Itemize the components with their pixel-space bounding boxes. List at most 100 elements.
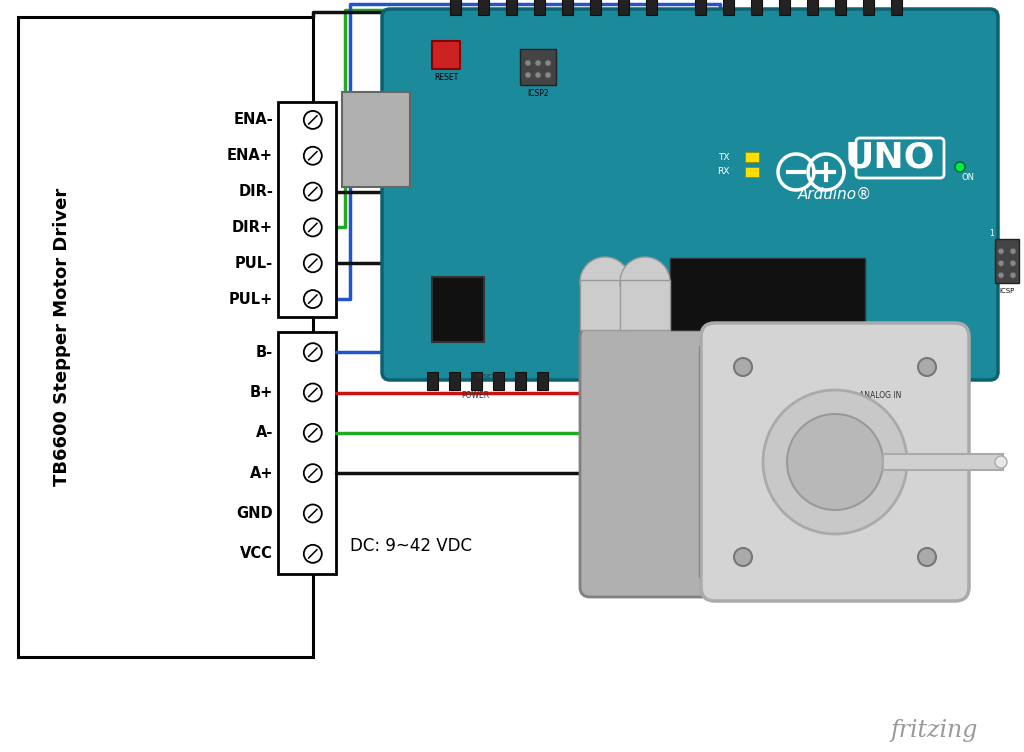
Bar (695, 0, 706, 15)
Circle shape (995, 456, 1007, 468)
Circle shape (955, 162, 965, 172)
Text: Arduino®: Arduino® (798, 186, 872, 202)
Bar (670, 258, 865, 330)
Bar (745, 152, 759, 162)
Bar (537, 372, 548, 390)
Circle shape (918, 358, 936, 376)
Circle shape (525, 72, 531, 78)
Bar (618, 0, 629, 15)
Circle shape (304, 545, 322, 562)
Bar (883, 454, 1002, 470)
Text: RESET: RESET (475, 374, 495, 378)
Circle shape (580, 257, 630, 307)
Circle shape (304, 111, 322, 129)
Circle shape (620, 257, 670, 307)
Text: ICSP: ICSP (999, 288, 1015, 294)
Text: UNO: UNO (845, 140, 935, 174)
Bar (427, 372, 438, 390)
Bar (995, 239, 1019, 284)
Bar (892, 372, 903, 390)
Bar (432, 41, 460, 69)
Text: ON: ON (962, 173, 975, 182)
Bar (779, 0, 790, 15)
Circle shape (304, 254, 322, 272)
Text: B+: B+ (250, 385, 273, 400)
FancyBboxPatch shape (382, 9, 998, 380)
Bar (342, 92, 410, 187)
Text: 1: 1 (989, 229, 994, 238)
Circle shape (1010, 248, 1016, 254)
Text: DC: 9~42 VDC: DC: 9~42 VDC (350, 537, 472, 555)
Bar (780, 372, 791, 390)
Bar (506, 0, 517, 15)
Bar (723, 0, 734, 15)
Text: TX: TX (719, 153, 730, 162)
Text: DIR+: DIR+ (232, 220, 273, 235)
Circle shape (304, 424, 322, 442)
Circle shape (545, 72, 551, 78)
Bar (449, 372, 460, 390)
Circle shape (304, 147, 322, 165)
Bar (808, 372, 819, 390)
Text: ENA+: ENA+ (227, 148, 273, 163)
Text: PUL-: PUL- (234, 256, 273, 271)
Bar (864, 372, 874, 390)
Text: ANALOG IN: ANALOG IN (859, 392, 901, 401)
Circle shape (304, 464, 322, 482)
Circle shape (918, 548, 936, 566)
Bar (278, 332, 336, 574)
Text: ENA-: ENA- (233, 112, 273, 127)
Bar (493, 372, 504, 390)
Circle shape (1010, 260, 1016, 266)
Circle shape (535, 60, 541, 66)
Bar (278, 102, 336, 317)
Circle shape (545, 60, 551, 66)
Bar (836, 372, 847, 390)
Bar (515, 372, 526, 390)
Text: VCC: VCC (240, 547, 273, 561)
Circle shape (734, 548, 752, 566)
Bar (432, 277, 484, 342)
FancyBboxPatch shape (701, 323, 969, 601)
Bar (471, 372, 482, 390)
Text: POWER: POWER (461, 392, 489, 401)
Bar (562, 0, 573, 15)
Bar (18, 17, 313, 657)
Bar (863, 0, 874, 15)
Bar (745, 167, 759, 177)
Circle shape (304, 218, 322, 236)
Bar (891, 0, 902, 15)
Bar (920, 372, 931, 390)
Circle shape (535, 72, 541, 78)
Bar (580, 280, 630, 330)
Text: A-: A- (256, 426, 273, 441)
Bar (520, 49, 556, 85)
FancyBboxPatch shape (580, 327, 745, 597)
Bar (807, 0, 818, 15)
Circle shape (763, 390, 907, 534)
Text: RESET: RESET (434, 72, 458, 81)
Text: GND: GND (237, 506, 273, 521)
Bar (590, 0, 601, 15)
Bar (835, 0, 846, 15)
Text: fritzing: fritzing (891, 718, 978, 741)
Circle shape (998, 272, 1004, 278)
Circle shape (998, 260, 1004, 266)
Text: B-: B- (256, 344, 273, 359)
Text: RX: RX (718, 168, 730, 177)
Bar (751, 0, 762, 15)
Circle shape (304, 183, 322, 201)
Circle shape (304, 384, 322, 402)
Bar (620, 280, 670, 330)
Bar (478, 0, 489, 15)
Circle shape (304, 290, 322, 308)
Circle shape (304, 343, 322, 361)
Circle shape (787, 414, 883, 510)
Text: A+: A+ (250, 465, 273, 481)
Text: PUL+: PUL+ (228, 292, 273, 307)
Circle shape (734, 358, 752, 376)
Bar (450, 0, 461, 15)
Text: DIR-: DIR- (239, 184, 273, 199)
Text: TB6600 Stepper Motor Driver: TB6600 Stepper Motor Driver (53, 188, 71, 486)
Circle shape (1010, 272, 1016, 278)
